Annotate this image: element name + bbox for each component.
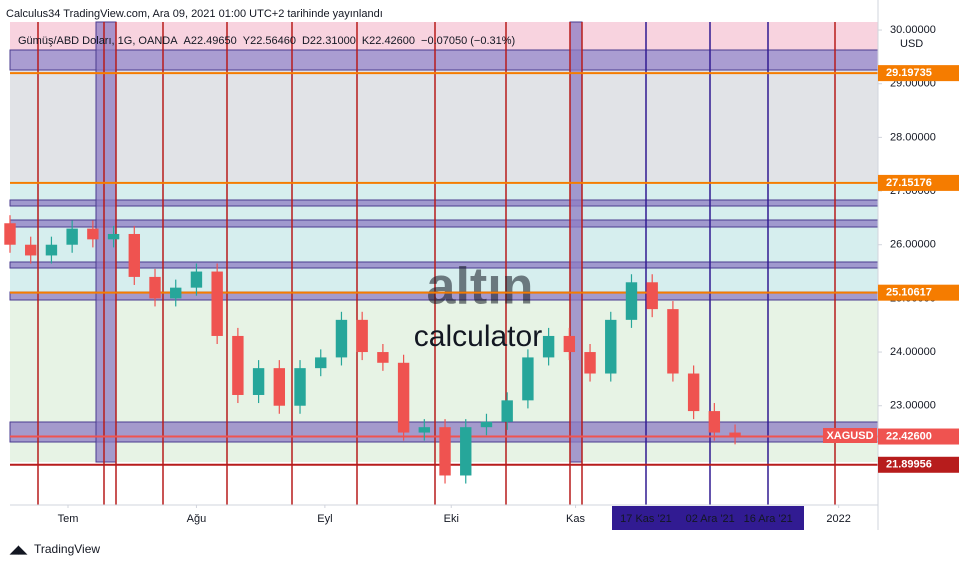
legend-high: Y22.56460	[243, 35, 296, 47]
candle-body	[149, 276, 161, 299]
candle-body	[625, 282, 638, 320]
y-tick-label: 26.00000	[890, 239, 936, 251]
candle-body	[708, 411, 721, 433]
vertical-lines	[37, 22, 836, 505]
price-axis	[878, 22, 959, 530]
price-tag	[878, 65, 959, 82]
symbol-tag	[823, 428, 877, 443]
candle-body	[107, 233, 120, 240]
candle-body	[87, 228, 99, 240]
zone	[10, 70, 878, 181]
candle-body	[605, 319, 617, 374]
y-tick-label: 30.00000	[890, 24, 936, 36]
candle-body	[439, 427, 451, 476]
candle-body	[252, 368, 265, 395]
legend-close: K22.42600	[362, 35, 415, 47]
legend-open: A22.49650	[184, 35, 237, 47]
price-tag-text: 21.89956	[886, 459, 932, 471]
candle-body	[190, 271, 203, 288]
candle-body	[335, 319, 348, 358]
candle-body	[563, 335, 576, 353]
candle-body	[397, 362, 410, 433]
candle-body	[170, 287, 182, 299]
candle-body	[542, 335, 555, 358]
x-tick-label: Eki	[444, 513, 459, 525]
candle-body	[232, 335, 244, 395]
candle-body	[294, 368, 306, 406]
currency: USD	[900, 38, 923, 50]
publisher: Calculus34 TradingView.com, Ara 09, 2021…	[6, 8, 383, 20]
legend-symbol: Gümüş/ABD Doları, 1G, OANDA	[18, 35, 178, 47]
legend-low: D22.31000	[302, 35, 356, 47]
price-tag-text: 27.15176	[886, 177, 932, 189]
price-tag-text: 22.42600	[886, 430, 932, 442]
price-tag-text: 25.10617	[886, 287, 932, 299]
candle-body	[460, 427, 472, 476]
time-axis	[0, 505, 959, 530]
legend-change: −0.07050 (−0.31%)	[421, 35, 515, 47]
candle-body	[4, 223, 16, 245]
price-tag	[878, 284, 959, 301]
watermark: altın	[427, 258, 534, 316]
footer: TradingView	[34, 542, 100, 556]
candle-body	[66, 228, 78, 245]
candle-body	[377, 352, 389, 363]
candle-body	[480, 421, 493, 428]
candle-body	[128, 233, 140, 277]
x-tick-label: Eyl	[317, 513, 332, 525]
candle-body	[25, 244, 37, 256]
date-range-highlight	[612, 506, 804, 530]
date-marker: 16 Ara '21	[744, 513, 793, 525]
candle-body	[418, 427, 431, 433]
candle-body	[646, 282, 658, 310]
zone	[10, 22, 878, 50]
candle-body	[584, 352, 596, 374]
date-marker: 17 Kas '21	[620, 513, 672, 525]
candle-body	[522, 357, 534, 401]
price-tag	[878, 428, 959, 445]
price-tag	[878, 174, 959, 191]
symbol-tag-text: XAGUSD	[826, 430, 873, 442]
legend: Gümüş/ABD Doları, 1G, OANDA A22.49650 Y22.…	[18, 35, 515, 47]
x-tick-label: Kas	[566, 513, 585, 525]
tv-logo: ◢◣	[9, 544, 27, 556]
candle-body	[729, 432, 741, 437]
y-tick-label: 24.00000	[890, 346, 936, 358]
candle-body	[667, 309, 679, 374]
x-tick-label: 2022	[826, 513, 850, 525]
price-tag	[878, 456, 959, 473]
candle-body	[45, 244, 58, 256]
y-tick-label: 28.00000	[890, 131, 936, 143]
candle-body	[315, 357, 327, 369]
candle-body	[356, 319, 368, 353]
candle-body	[273, 368, 286, 406]
x-tick-label: Ağu	[187, 513, 207, 525]
candle-body	[211, 271, 223, 336]
x-tick-label: Tem	[58, 513, 79, 525]
candle-body	[687, 373, 700, 412]
watermark: calculator	[414, 320, 542, 353]
price-tag-text: 29.19735	[886, 67, 932, 79]
candle-body	[501, 400, 513, 422]
date-marker: 02 Ara '21	[686, 513, 735, 525]
y-tick-label: 23.00000	[890, 400, 936, 412]
